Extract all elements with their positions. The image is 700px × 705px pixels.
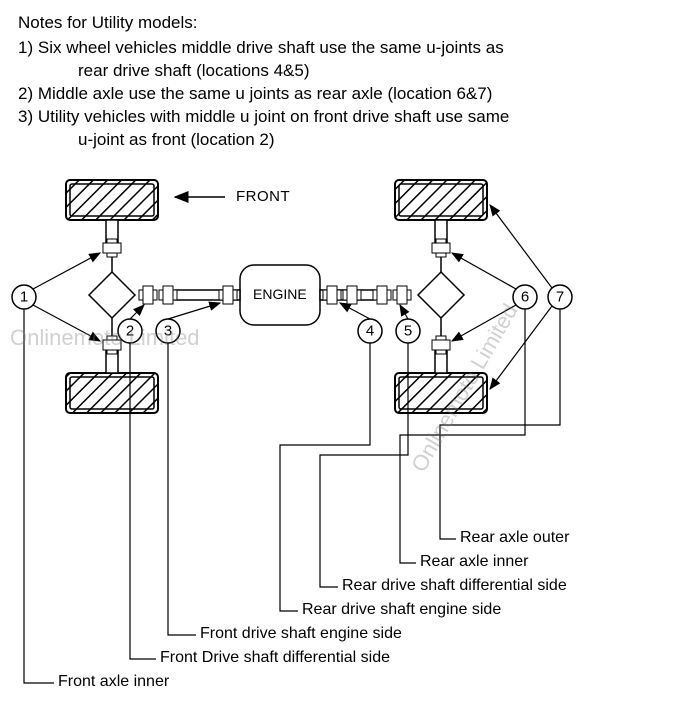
diagram: 1 2 3 4 5 6 7 bbox=[0, 145, 700, 705]
ujoint bbox=[159, 286, 177, 304]
wheel-front-top bbox=[66, 180, 158, 220]
ujoint bbox=[219, 286, 237, 304]
note-2-line1: 2) Middle axle use the same u joints as … bbox=[18, 83, 682, 106]
note-1-line2: rear drive shaft (locations 4&5) bbox=[18, 60, 682, 83]
ujoint bbox=[393, 286, 411, 304]
svg-text:2: 2 bbox=[126, 323, 134, 340]
ujoint bbox=[139, 286, 157, 304]
ujoint bbox=[323, 286, 341, 304]
svg-text:5: 5 bbox=[404, 323, 412, 340]
diagram-svg: 1 2 3 4 5 6 7 bbox=[0, 145, 700, 705]
svg-text:1: 1 bbox=[20, 289, 28, 306]
note-3-line1: 3) Utility vehicles with middle u joint … bbox=[18, 106, 682, 129]
label-1: Front axle inner bbox=[58, 673, 169, 691]
label-2: Front Drive shaft differential side bbox=[160, 649, 390, 667]
rear-differential bbox=[418, 252, 464, 341]
label-6: Rear axle inner bbox=[420, 553, 529, 571]
front-label: FRONT bbox=[236, 188, 290, 205]
wheel-front-bottom bbox=[66, 373, 158, 413]
svg-text:7: 7 bbox=[556, 289, 564, 306]
notes-title: Notes for Utility models: bbox=[18, 12, 682, 35]
note-1-line1: 1) Six wheel vehicles middle drive shaft… bbox=[18, 37, 682, 60]
label-4: Rear drive shaft engine side bbox=[302, 601, 501, 619]
label-5: Rear drive shaft differential side bbox=[342, 577, 567, 595]
ujoint bbox=[373, 286, 391, 304]
svg-text:6: 6 bbox=[521, 289, 529, 306]
engine-label: ENGINE bbox=[253, 286, 307, 302]
svg-text:4: 4 bbox=[366, 323, 374, 340]
wheel-rear-bottom bbox=[395, 373, 487, 413]
label-3: Front drive shaft engine side bbox=[200, 625, 402, 643]
wheel-rear-top bbox=[395, 180, 487, 220]
ujoint bbox=[343, 286, 361, 304]
svg-text:3: 3 bbox=[164, 323, 172, 340]
label-7: Rear axle outer bbox=[460, 529, 569, 547]
